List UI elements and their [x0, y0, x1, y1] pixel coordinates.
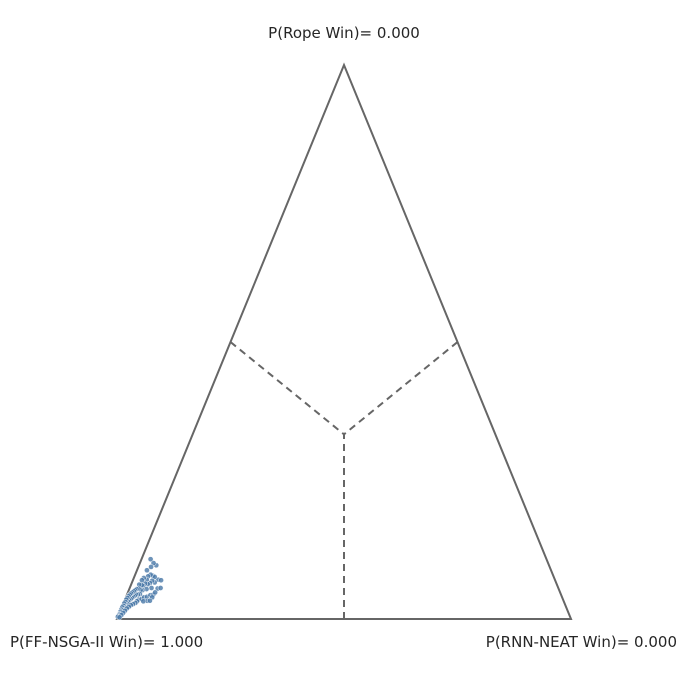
sample-point	[158, 577, 164, 584]
sample-points	[115, 556, 164, 621]
divider-left	[229, 341, 345, 436]
sample-point	[148, 585, 155, 591]
sample-point	[147, 556, 154, 563]
sample-point	[140, 598, 147, 605]
right-vertex-label: P(RNN-NEAT Win)= 0.000	[486, 633, 677, 651]
top-vertex-label: P(Rope Win)= 0.000	[268, 24, 420, 42]
sample-point	[116, 614, 123, 621]
region-dividers	[229, 341, 459, 619]
sample-point	[152, 589, 158, 596]
divider-right	[343, 341, 459, 436]
simplex-triangle	[115, 62, 573, 620]
left-vertex-label: P(FF-NSGA-II Win)= 1.000	[10, 633, 203, 651]
sample-point	[157, 585, 164, 591]
sample-point	[147, 597, 153, 604]
sample-point	[148, 564, 154, 570]
sample-point	[144, 567, 150, 574]
